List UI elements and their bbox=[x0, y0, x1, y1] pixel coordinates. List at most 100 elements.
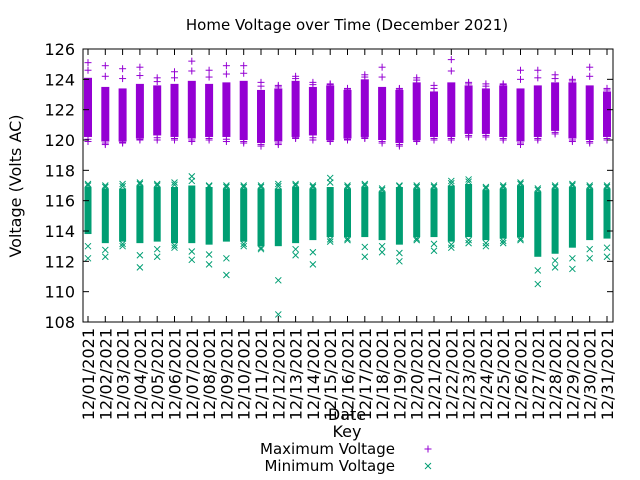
min-voltage-range bbox=[482, 190, 490, 241]
max-voltage-point bbox=[447, 134, 455, 142]
min-voltage-point bbox=[309, 183, 317, 191]
y-ticks: 108 110 112 114 116 118 120 122 124 126 bbox=[44, 40, 613, 332]
max-voltage-point bbox=[395, 141, 403, 149]
min-voltage-point bbox=[188, 248, 196, 255]
min-voltage-point bbox=[534, 186, 542, 194]
y-tick-label: 124 bbox=[44, 70, 75, 89]
min-voltage-point bbox=[205, 261, 213, 268]
legend-title: Key bbox=[332, 422, 361, 441]
max-voltage-point bbox=[84, 66, 92, 74]
max-voltage-range bbox=[533, 85, 542, 137]
min-voltage-point bbox=[482, 185, 490, 192]
max-voltage-point bbox=[240, 69, 248, 77]
series-maximum-voltage bbox=[84, 56, 611, 150]
max-voltage-range bbox=[205, 83, 214, 137]
min-voltage-point bbox=[603, 253, 611, 261]
max-voltage-point bbox=[534, 74, 542, 82]
min-voltage-point bbox=[240, 242, 248, 250]
min-voltage-point bbox=[223, 182, 230, 189]
min-voltage-point bbox=[586, 245, 594, 253]
x-tick-label: 12/09/2021 bbox=[217, 328, 236, 420]
x-tick-label: 12/10/2021 bbox=[235, 328, 254, 420]
min-voltage-point bbox=[223, 271, 230, 279]
x-axis-label: Date bbox=[328, 405, 366, 424]
max-voltage-range bbox=[153, 85, 162, 136]
min-voltage-point bbox=[205, 182, 213, 190]
max-voltage-range bbox=[447, 82, 456, 137]
max-voltage-point bbox=[499, 134, 507, 142]
min-voltage-point bbox=[413, 182, 421, 189]
max-voltage-point bbox=[222, 135, 230, 143]
min-voltage-point bbox=[551, 264, 559, 271]
max-voltage-range bbox=[603, 91, 611, 137]
min-voltage-point bbox=[101, 253, 109, 261]
min-voltage-point bbox=[309, 261, 317, 268]
min-voltage-point bbox=[136, 251, 144, 259]
min-voltage-point bbox=[171, 244, 178, 252]
x-tick-label: 12/20/2021 bbox=[408, 328, 427, 420]
legend-swatch bbox=[424, 462, 432, 470]
max-voltage-range bbox=[412, 82, 421, 140]
max-voltage-range bbox=[135, 83, 144, 139]
legend-label: Maximum Voltage bbox=[260, 440, 395, 458]
max-voltage-point bbox=[534, 134, 542, 142]
max-voltage-point bbox=[205, 73, 213, 81]
min-voltage-point bbox=[292, 251, 299, 259]
x-tick-label: 12/01/2021 bbox=[79, 328, 98, 420]
max-voltage-point bbox=[447, 56, 455, 64]
max-voltage-range bbox=[499, 85, 508, 137]
max-voltage-point bbox=[603, 134, 611, 142]
min-voltage-range bbox=[153, 187, 161, 242]
x-tick-label: 12/23/2021 bbox=[460, 328, 479, 420]
min-voltage-range bbox=[534, 191, 542, 257]
max-voltage-point bbox=[274, 83, 282, 91]
y-tick-label: 110 bbox=[44, 283, 75, 302]
min-voltage-point bbox=[153, 180, 161, 188]
max-voltage-point bbox=[222, 70, 230, 78]
max-voltage-point bbox=[361, 134, 369, 142]
min-voltage-point bbox=[603, 244, 611, 252]
max-voltage-point bbox=[188, 57, 196, 65]
min-voltage-point bbox=[326, 238, 334, 245]
max-voltage-range bbox=[84, 77, 92, 137]
y-tick-label: 114 bbox=[44, 222, 75, 241]
max-voltage-range bbox=[360, 79, 369, 137]
min-voltage-point bbox=[413, 183, 421, 191]
min-voltage-point bbox=[430, 240, 438, 248]
min-voltage-range bbox=[171, 187, 178, 244]
min-voltage-point bbox=[326, 179, 334, 186]
x-tick-label: 12/05/2021 bbox=[148, 328, 167, 420]
min-voltage-range bbox=[378, 191, 386, 241]
min-voltage-point bbox=[413, 235, 421, 242]
min-voltage-point bbox=[223, 183, 230, 191]
max-voltage-point bbox=[586, 138, 594, 146]
max-voltage-point bbox=[482, 82, 490, 90]
min-voltage-point bbox=[274, 276, 282, 284]
min-voltage-point bbox=[171, 181, 178, 189]
max-voltage-point bbox=[205, 134, 213, 142]
max-voltage-point bbox=[171, 134, 178, 142]
max-voltage-point bbox=[119, 75, 127, 83]
min-voltage-point bbox=[465, 236, 472, 244]
max-voltage-range bbox=[430, 91, 438, 137]
min-voltage-range bbox=[395, 187, 403, 245]
min-voltage-point bbox=[396, 182, 403, 190]
max-voltage-point bbox=[551, 75, 559, 83]
max-voltage-point bbox=[344, 135, 351, 143]
min-voltage-point bbox=[101, 182, 109, 189]
min-voltage-range bbox=[499, 188, 507, 239]
min-voltage-range bbox=[551, 188, 559, 254]
min-voltage-range bbox=[257, 188, 265, 247]
x-tick-label: 12/25/2021 bbox=[494, 328, 513, 420]
max-voltage-point bbox=[101, 62, 109, 70]
min-voltage-point bbox=[309, 248, 317, 256]
max-voltage-range bbox=[308, 86, 317, 136]
min-voltage-point bbox=[84, 182, 92, 189]
min-voltage-point bbox=[586, 183, 594, 191]
max-voltage-point bbox=[240, 62, 248, 70]
x-tick-label: 12/29/2021 bbox=[563, 328, 582, 420]
max-voltage-point bbox=[586, 63, 594, 71]
x-tick-label: 12/04/2021 bbox=[131, 328, 150, 420]
max-voltage-point bbox=[413, 76, 421, 84]
